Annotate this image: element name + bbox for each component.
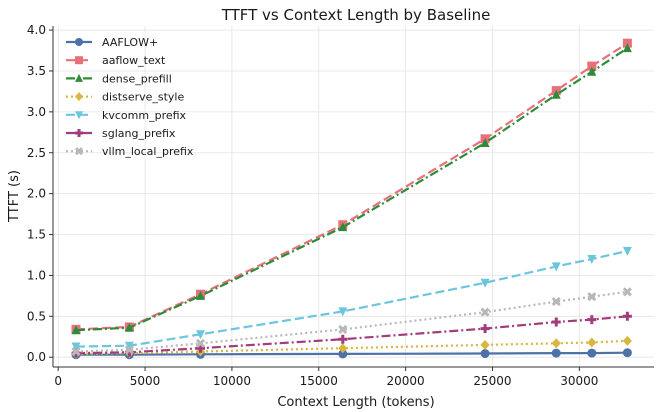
- legend-label: dense_prefill: [102, 72, 172, 85]
- data-point: [480, 324, 490, 334]
- data-point: [480, 349, 490, 359]
- data-point: [587, 66, 597, 76]
- series-line: [75, 249, 628, 348]
- data-point: [196, 330, 206, 340]
- data-point: [551, 297, 561, 307]
- data-point: [587, 337, 597, 348]
- data-point: [338, 349, 348, 359]
- data-point: [124, 322, 134, 332]
- legend-label: distserve_style: [102, 91, 184, 104]
- y-axis-label: TTFT (s): [7, 170, 22, 223]
- data-point: [338, 343, 348, 354]
- data-point: [338, 324, 348, 334]
- legend-marker: [75, 56, 83, 65]
- data-point: [196, 290, 206, 300]
- legend-label: vllm_local_prefix: [102, 145, 194, 158]
- y-tick-label: 2.5: [27, 146, 46, 160]
- legend-marker: [75, 92, 83, 102]
- data-point: [551, 338, 561, 349]
- data-point: [587, 255, 597, 265]
- legend-marker: [75, 73, 83, 82]
- legend-item: AAFLOW+: [66, 36, 158, 49]
- data-point: [71, 346, 81, 357]
- data-point: [480, 339, 490, 350]
- series-dense-prefill: [71, 43, 632, 335]
- y-tick-label: 4.0: [27, 23, 46, 37]
- legend-label: sglang_prefix: [102, 127, 176, 140]
- legend: AAFLOW+ aaflow_text dense_prefill distserve…: [66, 36, 194, 158]
- series-layer: [71, 38, 632, 360]
- legend-marker: [75, 38, 83, 46]
- series-line: [75, 290, 628, 353]
- data-point: [551, 317, 561, 327]
- legend-marker: [74, 147, 84, 156]
- x-tick-label: 10000: [213, 374, 251, 388]
- legend-item: distserve_style: [66, 91, 184, 104]
- axes: 0 5000 10000 15000 20000 25000 30000 0.0 0.5 1.0 1…: [27, 23, 654, 388]
- series-line: [75, 339, 628, 355]
- series-kvcomm-prefix: [71, 246, 632, 352]
- data-point: [338, 307, 348, 317]
- data-point: [124, 345, 134, 355]
- data-point: [480, 137, 490, 147]
- data-point: [622, 43, 632, 53]
- x-tick-label: 0: [54, 374, 62, 388]
- legend-item: vllm_local_prefix: [66, 145, 194, 158]
- series-line: [75, 315, 628, 355]
- series-line: [75, 42, 628, 331]
- x-axis-label: Context Length (tokens): [277, 395, 434, 410]
- data-point: [480, 278, 490, 288]
- y-tick-label: 1.0: [27, 268, 46, 282]
- data-point: [338, 222, 348, 232]
- data-point: [622, 287, 632, 297]
- legend-marker: [75, 111, 83, 120]
- data-point: [338, 334, 348, 344]
- data-point: [71, 342, 81, 352]
- data-point: [587, 348, 597, 358]
- data-point: [587, 292, 597, 302]
- y-tick-label: 3.5: [27, 64, 46, 78]
- legend-label: AAFLOW+: [102, 36, 158, 49]
- data-point: [622, 311, 632, 321]
- legend-item: kvcomm_prefix: [66, 109, 187, 122]
- y-tick-label: 2.0: [27, 187, 46, 201]
- data-point: [124, 341, 134, 351]
- legend-item: aaflow_text: [66, 54, 166, 67]
- y-tick-label: 0.5: [27, 309, 46, 323]
- x-tick-label: 5000: [130, 374, 161, 388]
- data-point: [71, 325, 81, 335]
- legend-marker: [75, 129, 83, 137]
- legend-item: sglang_prefix: [66, 127, 176, 140]
- data-point: [587, 61, 597, 71]
- data-point: [551, 262, 561, 272]
- data-point: [622, 335, 632, 346]
- x-tick-label: 15000: [300, 374, 338, 388]
- data-point: [551, 348, 561, 358]
- x-tick-label: 20000: [387, 374, 425, 388]
- series-sglang-prefix: [71, 311, 632, 358]
- y-tick-label: 0.0: [27, 350, 46, 364]
- x-tick-label: 25000: [473, 374, 511, 388]
- data-point: [622, 348, 632, 358]
- data-point: [622, 246, 632, 256]
- series-vllm-local-prefix: [71, 287, 632, 357]
- chart-title: TTFT vs Context Length by Baseline: [221, 6, 491, 24]
- y-tick-label: 3.0: [27, 105, 46, 119]
- x-tick-label: 30000: [560, 374, 598, 388]
- data-point: [480, 307, 490, 317]
- legend-label: aaflow_text: [102, 54, 166, 67]
- series-line: [76, 351, 628, 356]
- legend-label: kvcomm_prefix: [102, 109, 187, 122]
- data-point: [195, 338, 206, 348]
- y-tick-label: 1.5: [27, 228, 46, 242]
- data-point: [587, 315, 597, 325]
- data-point: [551, 89, 561, 99]
- legend-item: dense_prefill: [66, 72, 172, 85]
- grid: [53, 26, 654, 367]
